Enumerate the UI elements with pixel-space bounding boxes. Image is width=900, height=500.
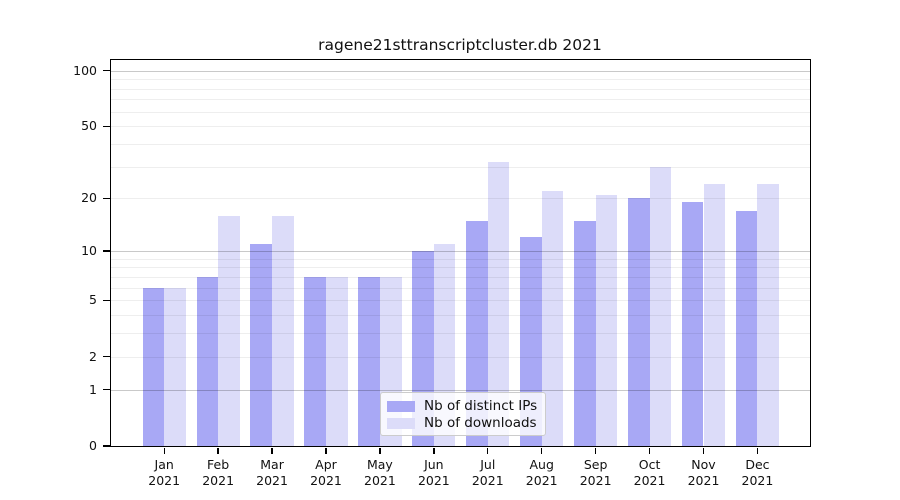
x-axis-tick: [594, 447, 597, 454]
bar-distinct-ips: [358, 276, 380, 446]
y-axis-tick-label: 0: [89, 438, 97, 453]
minor-gridline: [111, 88, 810, 90]
minor-gridline: [111, 258, 810, 260]
bar-downloads: [325, 276, 348, 446]
major-gridline: [111, 251, 810, 253]
minor-gridline: [111, 166, 810, 168]
bar-downloads: [487, 161, 510, 446]
y-axis-tick: [103, 299, 110, 302]
bar-downloads: [541, 191, 564, 446]
x-axis-tick: [217, 447, 219, 454]
bar-distinct-ips: [250, 243, 273, 446]
minor-gridline: [111, 198, 810, 200]
x-axis-tick: [487, 447, 489, 454]
minor-gridline: [111, 276, 810, 278]
minor-gridline: [111, 144, 810, 146]
bar-distinct-ips: [304, 276, 326, 446]
minor-gridline: [111, 315, 810, 317]
y-axis-tick-label: 10: [81, 243, 97, 259]
legend-label-distinct-ips: Nb of distinct IPs: [424, 398, 538, 414]
legend-swatch-downloads: [387, 417, 415, 429]
bar-distinct-ips: [681, 202, 704, 446]
minor-gridline: [111, 126, 810, 128]
x-axis-tick-label: Feb 2021: [202, 457, 235, 488]
bar-downloads: [757, 184, 780, 446]
x-axis-tick-label: Aug 2021: [525, 457, 558, 488]
x-axis-tick-label: Dec 2021: [741, 457, 774, 488]
minor-gridline: [111, 267, 810, 269]
minor-gridline: [111, 300, 810, 302]
bar-downloads: [218, 215, 240, 446]
x-axis-tick-label: Jun 2021: [417, 457, 450, 488]
bar-distinct-ips: [196, 276, 219, 446]
legend-swatch-distinct-ips: [387, 400, 415, 412]
x-axis-tick: [325, 447, 327, 454]
y-axis-tick: [103, 70, 110, 72]
y-axis-tick: [103, 355, 110, 358]
y-axis-tick: [103, 197, 110, 200]
bar-downloads: [164, 287, 186, 446]
x-axis-tick-label: Nov 2021: [687, 457, 720, 488]
x-axis-tick-label: May 2021: [364, 457, 396, 488]
minor-gridline: [111, 287, 810, 289]
y-axis-tick-label: 100: [73, 62, 97, 78]
x-axis-tick: [756, 447, 759, 454]
x-axis-tick-label: Sep 2021: [579, 457, 612, 488]
bar-downloads: [703, 184, 726, 446]
bar-downloads: [595, 194, 618, 446]
plot-area: 0 1 2 5 10 20 50 100 Jan 2021 Feb 2021 Mar 2021 Apr…: [73, 59, 811, 488]
bar-distinct-ips: [735, 211, 758, 446]
legend-label-downloads: Nb of downloads: [424, 415, 537, 431]
bar-distinct-ips: [142, 287, 165, 446]
y-axis-tick-label: 50: [81, 118, 97, 134]
minor-gridline: [111, 333, 810, 335]
legend: Nb of distinct IPs Nb of downloads: [380, 392, 546, 436]
y-axis-tick: [103, 388, 110, 391]
y-axis-tick-label: 5: [89, 292, 97, 308]
y-axis-tick-label: 20: [81, 190, 97, 206]
x-axis-tick-label: Mar 2021: [256, 457, 288, 488]
x-axis-tick-label: Jul 2021: [471, 457, 504, 488]
bar-downloads: [272, 215, 294, 446]
x-axis-tick: [379, 447, 381, 454]
y-axis-tick-label: 2: [89, 348, 97, 364]
y-axis-tick: [103, 445, 110, 447]
minor-gridline: [111, 111, 810, 113]
y-axis-tick-label: 1: [89, 381, 97, 397]
minor-gridline: [111, 99, 810, 101]
bar-distinct-ips: [466, 220, 488, 446]
bar-distinct-ips: [574, 220, 596, 446]
major-gridline: [111, 70, 810, 72]
x-axis-tick: [541, 447, 543, 454]
minor-gridline: [111, 79, 810, 81]
y-axis-tick: [103, 250, 110, 252]
y-axis-tick: [103, 125, 110, 128]
legend-item-distinct-ips: Nb of distinct IPs: [387, 398, 538, 414]
x-axis-tick: [702, 447, 705, 454]
chart-title: ragene21sttranscriptcluster.db 2021: [318, 36, 602, 54]
legend-item-downloads: Nb of downloads: [387, 415, 537, 431]
x-axis-tick: [648, 447, 651, 454]
x-axis-tick: [271, 447, 273, 454]
x-axis-tick-label: Apr 2021: [310, 457, 342, 488]
x-axis-tick-label: Jan 2021: [148, 457, 181, 488]
x-axis-tick: [163, 447, 165, 454]
x-axis-tick-label: Oct 2021: [633, 457, 666, 488]
major-gridline: [111, 389, 810, 391]
minor-gridline: [111, 356, 810, 358]
bar-downloads: [649, 166, 672, 446]
bar-distinct-ips: [627, 198, 650, 446]
x-axis-tick: [433, 447, 435, 454]
